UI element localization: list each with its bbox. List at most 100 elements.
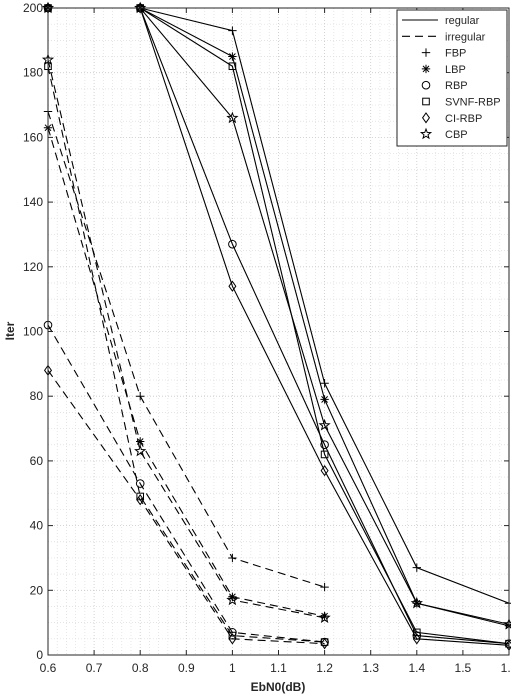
data-point [318,611,331,623]
legend-marker [422,97,430,106]
legend-label: CBP [445,129,468,141]
marker-shape [412,563,421,572]
marker-shape [228,52,237,61]
legend-label: FBP [445,48,466,60]
y-tick-label: 160 [23,130,43,144]
marker-shape [320,638,329,650]
marker-shape [421,48,431,57]
marker-shape [226,111,239,124]
series-line [47,370,325,645]
marker-shape [421,64,431,74]
marker-shape [318,611,331,623]
data-point [228,62,237,71]
data-point [320,395,329,404]
marker-shape [320,582,329,592]
y-tick-label: 180 [23,66,43,80]
series-line [47,59,325,619]
data-point [226,593,239,606]
x-tick-label: 1.2 [316,661,333,675]
marker-shape [136,494,145,506]
legend-label: RBP [445,80,468,92]
x-tick-label: 1.5 [455,661,472,675]
marker-shape [320,464,329,477]
legend-label: LBP [445,64,466,76]
y-tick-label: 200 [23,1,43,15]
legend-item-svnf-rbp: SVNF-RBP [422,97,501,109]
legend-item-fbp: FBP [421,48,466,60]
legend-label: regular [445,15,480,27]
marker-shape [320,440,329,450]
legend-item-rbp: RBP [421,80,468,92]
series-line [47,324,325,643]
x-tick-label: 0.7 [86,661,103,675]
data-point [320,638,329,650]
y-tick-label: 0 [36,648,43,662]
data-point [320,582,329,592]
legend-marker [421,48,431,57]
data-point [136,437,145,446]
x-tick-label: 0.6 [40,661,57,675]
marker-shape [410,596,423,609]
marker-shape [228,280,237,292]
marker-shape [135,479,145,488]
y-axis-label: Iter [3,321,17,340]
data-point [228,633,237,645]
data-point [320,450,329,459]
marker-shape [134,444,147,457]
data-point [412,563,421,572]
data-point [228,26,237,35]
marker-shape [136,437,145,446]
legend-label: irregular [445,31,486,43]
data-point [228,280,237,292]
data-point [134,444,147,457]
marker-shape [228,553,237,563]
series-ci-rbp-dashed [43,364,329,650]
data-point [136,392,145,401]
x-tick-label: 1.3 [362,661,379,675]
series-line [47,66,325,643]
y-tick-label: 100 [23,325,43,339]
data-point [135,479,145,488]
marker-shape [318,418,331,431]
y-tick-label: 20 [30,583,44,597]
data-point [320,440,329,450]
x-axis-label: EbN0(dB) [251,680,306,694]
legend-marker [419,127,433,140]
data-point [228,239,237,249]
data-point [318,418,331,431]
legend: regular irregular FBP LBP RBP SVNF-RBP CI-RBP C… [396,9,508,147]
legend-item-regular: regular [402,15,480,27]
marker-shape [421,112,431,124]
legend-label: SVNF-RBP [445,97,501,109]
x-tick-label: 0.9 [178,661,195,675]
legend-marker [421,80,431,90]
legend-item-cbp: CBP [419,127,468,141]
x-tick-label: 1.6 [501,661,511,675]
marker-shape [320,395,329,404]
legend-box [396,9,508,147]
data-point [410,596,423,609]
marker-shape [320,379,329,388]
legend-marker [421,64,431,74]
data-point [320,464,329,477]
series-cbp-dashed [41,53,331,623]
data-point [228,52,237,61]
y-tick-label: 120 [23,260,43,274]
x-tick-label: 0.8 [132,661,149,675]
marker-shape [228,26,237,35]
legend-item-lbp: LBP [421,64,466,76]
marker-shape [320,450,329,459]
legend-label: CI-RBP [445,113,482,125]
marker-shape [421,80,431,90]
marker-shape [226,593,239,606]
marker-shape [228,239,237,249]
marker-shape [136,392,145,401]
data-point [412,633,421,645]
y-tick-label: 80 [30,389,44,403]
x-tick-label: 1.4 [408,661,425,675]
marker-shape [419,127,433,140]
marker-shape [228,633,237,645]
marker-shape [320,611,329,621]
data-point [226,111,239,124]
